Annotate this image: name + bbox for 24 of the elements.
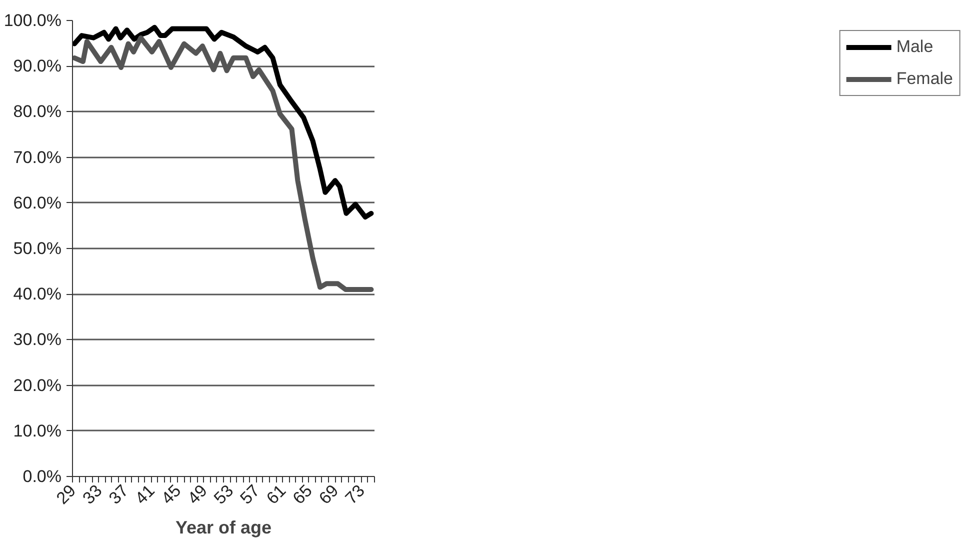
x-tick-label: 57	[236, 481, 264, 508]
y-tick-label: 20.0%	[13, 376, 62, 395]
y-tick-label: 60.0%	[13, 193, 62, 212]
x-tick-label: 37	[105, 481, 132, 508]
legend-label: Female	[896, 69, 953, 89]
legend-label: Male	[896, 37, 934, 57]
y-tick-label: 10.0%	[13, 421, 62, 440]
y-tick-label: 90.0%	[13, 56, 62, 76]
y-tick-label: 70.0%	[13, 148, 62, 167]
x-tick-label: 61	[262, 481, 290, 508]
y-tick-label: 40.0%	[13, 284, 62, 304]
x-tick-label: 69	[315, 481, 342, 508]
x-tick-label: 33	[79, 481, 106, 508]
x-tick-label: 53	[210, 481, 238, 508]
y-tick-label: 100.0%	[4, 11, 62, 30]
x-axis-title: Year of age	[175, 517, 272, 538]
y-tick-label: 50.0%	[13, 239, 62, 258]
x-tick-label: 49	[184, 481, 211, 508]
y-tick-label: 80.0%	[13, 102, 62, 122]
x-tick-label: 45	[158, 481, 185, 508]
x-tick-label: 41	[132, 481, 158, 508]
y-tick-label: 30.0%	[13, 330, 62, 350]
x-tick-label: 73	[342, 481, 368, 508]
x-tick-label: 65	[289, 481, 316, 508]
